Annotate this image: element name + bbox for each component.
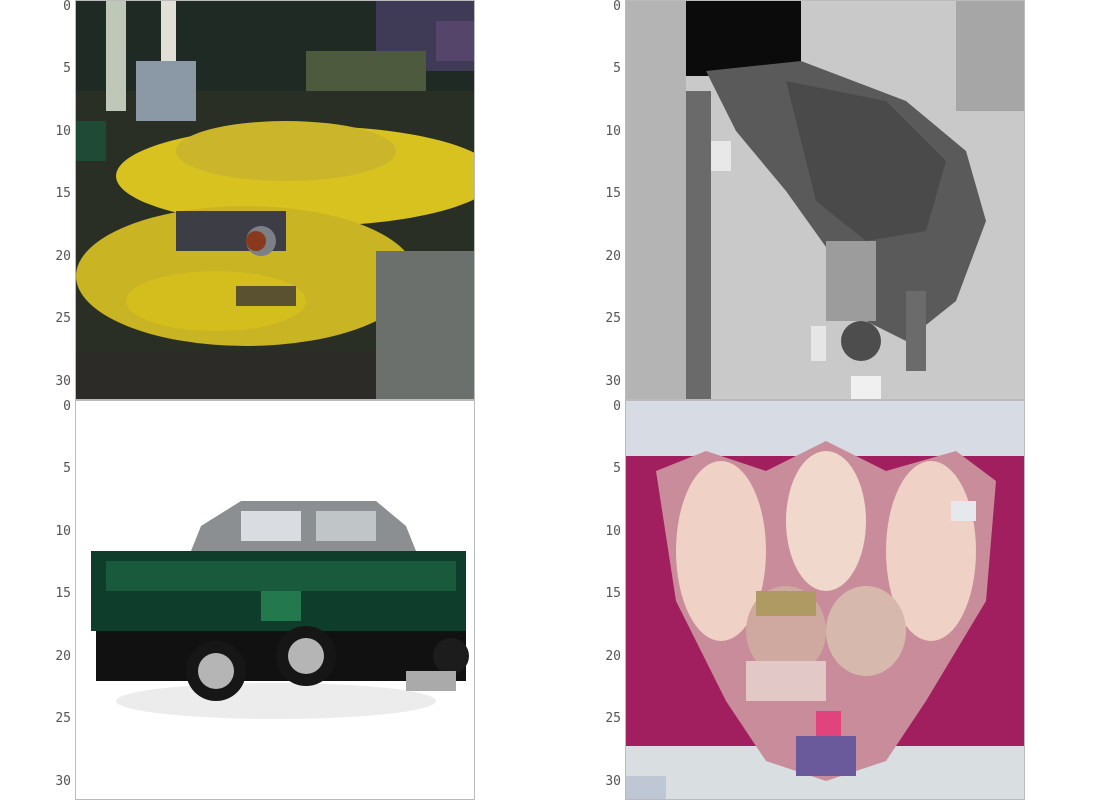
tick-label: 0: [613, 399, 621, 414]
image-green-car: [75, 400, 475, 800]
tick-label: 10: [605, 124, 621, 139]
tick-label: 10: [605, 524, 621, 539]
tick-label: 30: [55, 774, 71, 789]
tick-label: 25: [605, 711, 621, 726]
y-axis-ticks: 0 5 10 15 20 25 30: [13, 0, 71, 400]
tick-label: 20: [55, 649, 71, 664]
tick-label: 15: [55, 186, 71, 201]
image-panel-4: 0 5 10 15 20 25 30: [605, 400, 1025, 800]
tick-label: 30: [55, 374, 71, 389]
tick-label: 5: [63, 61, 71, 76]
tick-label: 30: [605, 374, 621, 389]
tick-label: 30: [605, 774, 621, 789]
image-grayscale-animal: [625, 0, 1025, 400]
image-cat-face: [625, 400, 1025, 800]
image-panel-2: 0 5 10 15 20 25 30: [605, 0, 1025, 400]
tick-label: 10: [55, 124, 71, 139]
tick-label: 25: [55, 711, 71, 726]
y-axis-ticks: 0 5 10 15 20 25 30: [563, 400, 621, 800]
tick-label: 25: [605, 311, 621, 326]
y-axis-ticks: 0 5 10 15 20 25 30: [563, 0, 621, 400]
tick-label: 15: [55, 586, 71, 601]
tick-label: 0: [613, 0, 621, 14]
y-axis-ticks: 0 5 10 15 20 25 30: [13, 400, 71, 800]
tick-label: 5: [613, 61, 621, 76]
image-yellow-car: [75, 0, 475, 400]
tick-label: 15: [605, 186, 621, 201]
tick-label: 0: [63, 399, 71, 414]
tick-label: 0: [63, 0, 71, 14]
tick-label: 5: [613, 461, 621, 476]
tick-label: 20: [55, 249, 71, 264]
image-panel-3: 0 5 10 15 20 25 30: [55, 400, 475, 800]
tick-label: 20: [605, 249, 621, 264]
tick-label: 15: [605, 586, 621, 601]
image-panel-1: 0 5 10 15 20 25 30: [55, 0, 475, 400]
tick-label: 25: [55, 311, 71, 326]
tick-label: 20: [605, 649, 621, 664]
tick-label: 5: [63, 461, 71, 476]
tick-label: 10: [55, 524, 71, 539]
